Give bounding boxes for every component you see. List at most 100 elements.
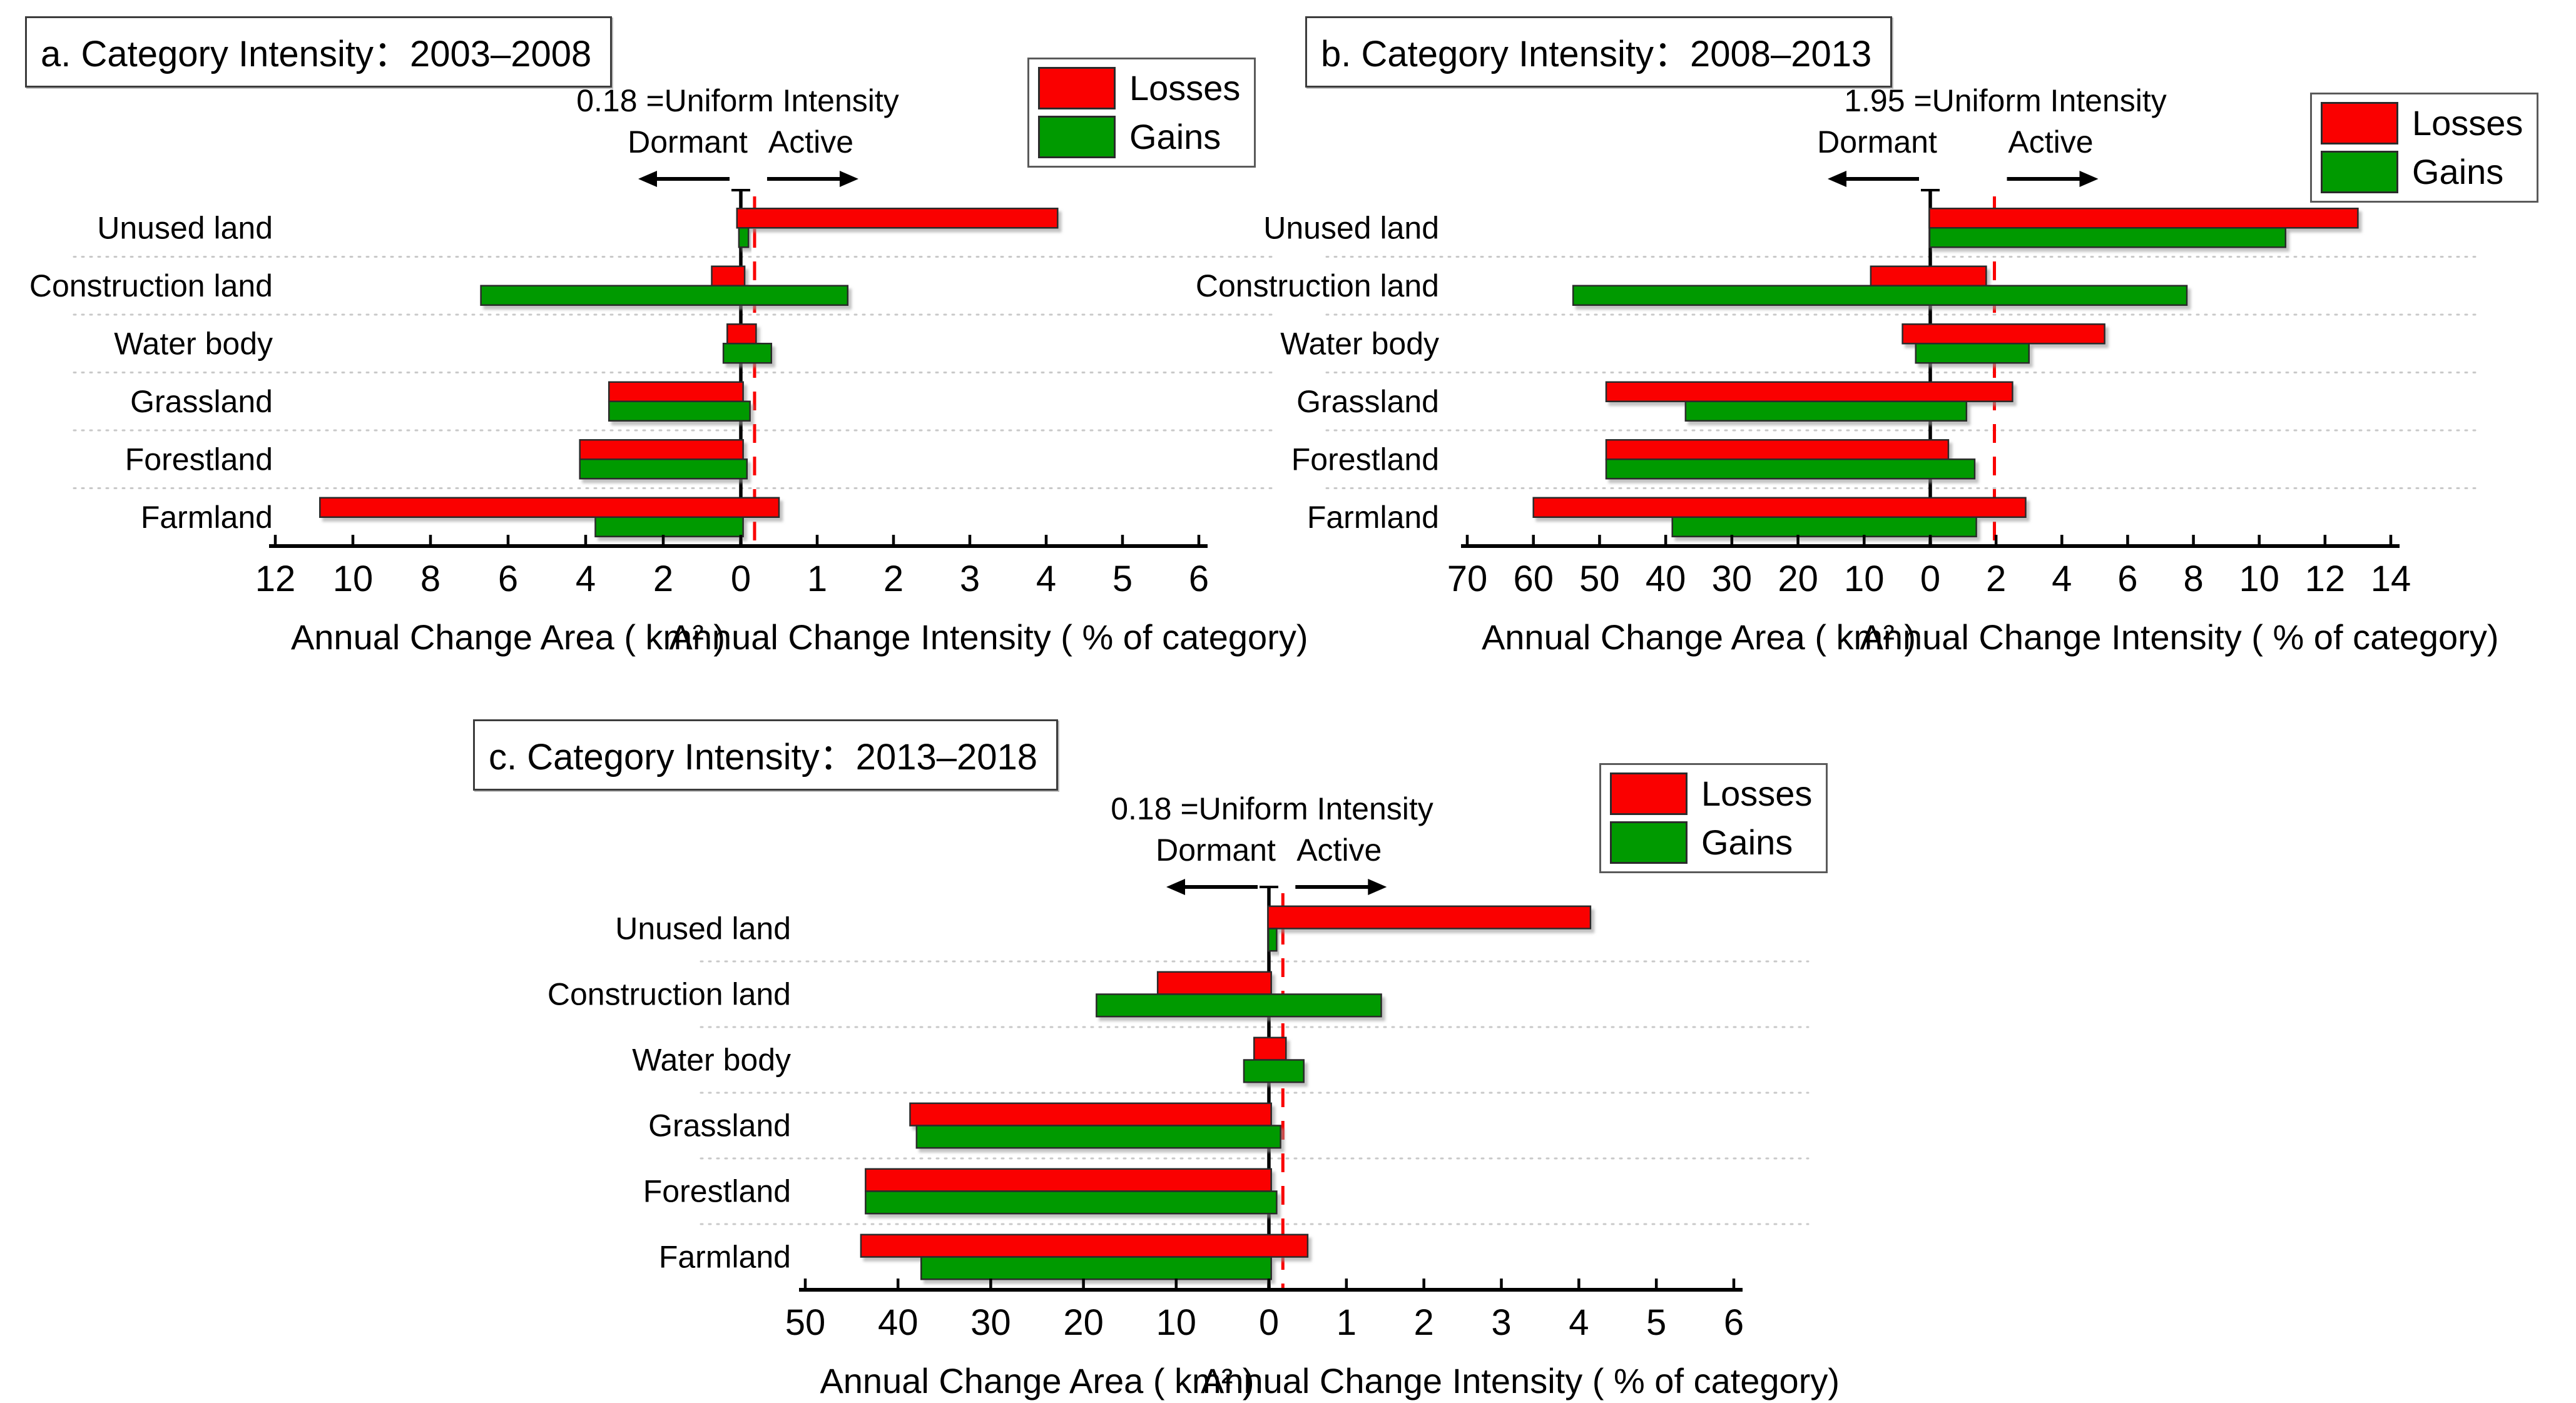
gains-label: Gains [2412,152,2504,191]
intensity-axis-title: Annual Change Intensity ( % of category) [1860,617,2498,657]
legend-row-losses: Losses [2321,102,2523,144]
legend-row-losses: Losses [1038,67,1240,109]
intensity-tick-label: 5 [1646,1302,1666,1343]
dormant-label: Dormant [1156,833,1276,868]
intensity-tick-label: 6 [2117,559,2137,599]
area-tick-label: 0 [1920,559,1940,599]
intensity-tick-label: 2 [1414,1302,1434,1343]
losses-bar-forestland [865,1168,1272,1192]
panel-a-chart: 0.18 =Uniform Intensity Dormant Active Unus… [29,83,1308,657]
gains-bar-forestland [865,1190,1278,1215]
category-label: Forestland [643,1174,791,1209]
intensity-axis-title: Annual Change Intensity ( % of category) [1201,1361,1840,1400]
losses-swatch [1038,67,1116,109]
intensity-tick-label: 4 [2052,559,2072,599]
area-tick-label: 10 [1156,1302,1197,1343]
gains-bar-forestland [579,458,748,480]
area-tick-label: 40 [878,1302,919,1343]
losses-bar-construction-land [711,265,746,287]
losses-bar-unused-land [736,208,1059,229]
gains-bar-forestland [1605,458,1976,480]
gains-swatch [2321,151,2398,193]
active-label: Active [1296,833,1382,868]
area-tick-label: 50 [1579,559,1620,599]
category-label: Grassland [1296,384,1439,419]
panel-b-chart: 1.95 =Uniform Intensity Dormant Active Unus… [1196,83,2499,657]
legend-row-gains: Gains [1038,116,1240,158]
losses-bar-unused-land [1267,905,1592,929]
losses-bar-water-body [1253,1036,1287,1061]
area-tick-label: 70 [1447,559,1488,599]
intensity-tick-label: 4 [1569,1302,1589,1343]
intensity-tick-label: 3 [960,559,980,599]
gains-bar-unused-land [1928,227,2287,248]
area-tick-label: 4 [576,559,596,599]
category-label: Construction land [29,268,273,303]
intensity-tick-label: 12 [2305,559,2346,599]
panel-b-title: b. Category Intensity：2008–2013 [1305,16,1893,88]
gains-bar-grassland [915,1125,1281,1149]
area-tick-label: 12 [255,559,296,599]
category-label: Grassland [130,384,273,419]
losses-bar-grassland [909,1102,1272,1127]
gains-bar-grassland [608,400,751,422]
category-label: Construction land [1196,268,1439,303]
losses-bar-forestland [579,439,744,460]
gains-bar-construction-land [480,285,849,306]
category-label: Farmland [141,500,273,535]
losses-bar-construction-land [1870,265,1987,287]
area-tick-label: 0 [1259,1302,1279,1343]
gains-bar-grassland [1684,400,1968,422]
category-label: Water body [1280,326,1439,361]
intensity-tick-label: 6 [1724,1302,1744,1343]
area-tick-label: 10 [333,559,374,599]
gains-swatch [1610,821,1688,864]
legend-row-gains: Gains [2321,151,2523,193]
category-label: Forestland [1291,442,1439,477]
area-tick-label: 60 [1513,559,1554,599]
intensity-axis-title: Annual Change Intensity ( % of category) [669,617,1308,657]
losses-bar-farmland [1532,497,2027,519]
intensity-tick-label: 10 [2239,559,2279,599]
gains-bar-unused-land [738,227,750,248]
losses-bar-grassland [608,381,744,403]
dormant-label: Dormant [1817,124,1937,160]
intensity-tick-label: 1 [1336,1302,1357,1343]
intensity-tick-label: 6 [1189,559,1209,599]
gains-bar-construction-land [1572,285,2188,306]
gains-bar-farmland [920,1256,1272,1280]
gains-bar-water-body [1243,1059,1305,1083]
panel-c-title: c. Category Intensity：2013–2018 [473,719,1058,791]
gains-bar-water-body [722,343,773,364]
area-tick-label: 10 [1844,559,1885,599]
category-label: Unused land [1263,210,1439,245]
gains-bar-farmland [1671,516,1977,537]
intensity-tick-label: 2 [883,559,904,599]
uniform-intensity-annotation: 0.18 =Uniform Intensity [1111,791,1433,826]
category-label: Farmland [1307,500,1439,535]
area-tick-label: 6 [498,559,518,599]
intensity-tick-label: 3 [1491,1302,1511,1343]
area-tick-label: 30 [970,1302,1011,1343]
intensity-tick-label: 1 [807,559,827,599]
uniform-intensity-annotation: 0.18 =Uniform Intensity [576,83,899,118]
active-label: Active [2008,124,2093,160]
losses-swatch [1610,772,1688,815]
category-label: Unused land [97,210,273,245]
losses-label: Losses [2412,103,2523,143]
area-axis-title: Annual Change Area ( km² ) [1482,617,1916,657]
gains-bar-farmland [594,516,744,537]
losses-bar-forestland [1605,439,1950,460]
area-tick-label: 20 [1063,1302,1104,1343]
category-label: Farmland [659,1240,791,1275]
dormant-label: Dormant [628,124,748,160]
losses-label: Losses [1701,774,1813,813]
category-label: Forestland [125,442,273,477]
area-axis-title: Annual Change Area ( km² ) [820,1361,1254,1400]
category-label: Water body [114,326,273,361]
losses-bar-water-body [1901,323,2105,345]
area-tick-label: 0 [731,559,751,599]
legend-panel-b: Losses Gains [2310,93,2539,203]
